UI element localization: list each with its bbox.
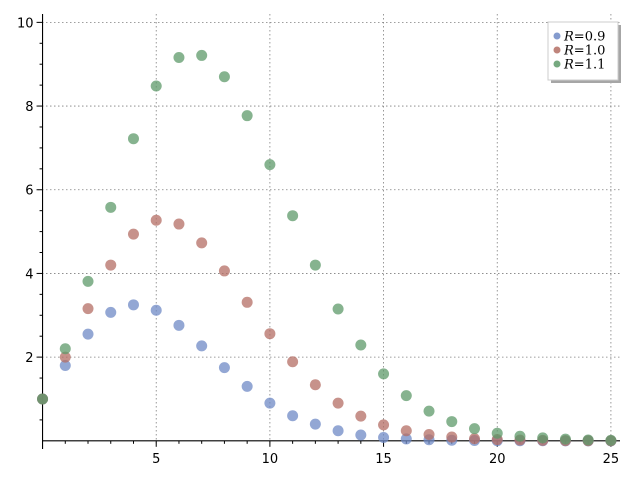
data-point [59,359,71,371]
data-point [355,410,367,422]
data-point [355,339,367,351]
legend: R=0.9R=1.0R=1.1 [547,21,621,83]
data-point [59,343,71,355]
data-point [264,328,276,340]
data-point [332,303,344,315]
data-point [127,299,139,311]
data-point [196,237,208,249]
data-point [105,259,117,271]
data-point [400,425,412,437]
y-tick-label: 10 [17,16,34,31]
data-point [469,423,480,435]
data-point [287,356,299,368]
legend-marker [553,46,561,54]
data-point [218,265,230,277]
data-point [605,434,617,446]
data-point [423,429,435,441]
x-tick-label: 15 [375,452,392,467]
axis-ticks: 5 10 15 20 25 2 4 6 8 10 [17,16,619,466]
data-point [82,303,94,315]
data-point [105,306,117,318]
data-point [287,410,299,422]
series-3 [37,49,617,446]
data-point [37,393,49,405]
data-point [82,275,94,287]
data-point [264,397,276,409]
data-point [309,379,321,391]
data-point [355,429,367,441]
series-2 [37,214,617,447]
data-point [446,416,458,428]
data-point [491,427,503,439]
data-point [127,228,139,240]
data-point [469,433,480,445]
data-points [37,49,617,447]
x-tick-label: 20 [489,452,506,467]
x-tick-label: 10 [262,452,279,467]
data-point [150,304,162,316]
data-point [332,425,344,437]
data-point [537,432,549,444]
data-point [127,133,139,145]
data-point [514,430,526,442]
data-point [105,201,117,213]
data-point [241,110,253,122]
data-point [332,397,344,409]
data-point [264,159,276,171]
grid-lines [38,14,620,445]
data-point [173,52,185,64]
legend-label: R=0.9 [563,30,605,45]
data-point [309,418,321,430]
series-1 [37,299,617,447]
data-point [446,431,458,443]
data-point [150,80,162,92]
legend-marker [553,60,561,68]
data-point [400,433,412,445]
data-point [218,71,230,83]
data-point [378,419,390,431]
data-point [241,380,253,392]
legend-marker [553,32,561,40]
data-point [378,431,390,443]
y-tick-label: 8 [25,100,33,115]
data-point [582,434,594,446]
y-tick-label: 6 [25,184,33,199]
x-tick-label: 5 [152,452,160,467]
data-point [378,368,390,380]
data-point [196,340,208,352]
data-point [82,328,94,340]
data-point [241,296,253,308]
x-tick-label: 25 [603,452,620,467]
legend-label: R=1.0 [563,44,605,59]
data-point [400,390,412,402]
y-tick-label: 2 [25,351,33,366]
data-point [309,259,321,271]
data-point [59,351,71,363]
data-point [423,405,435,417]
data-point [196,49,208,61]
data-point [287,210,299,222]
data-point [173,319,185,331]
legend-label: R=1.1 [563,58,605,73]
y-tick-label: 4 [25,267,33,282]
data-point [218,362,230,374]
data-point [150,214,162,226]
data-point [559,433,571,445]
data-point [173,218,185,230]
